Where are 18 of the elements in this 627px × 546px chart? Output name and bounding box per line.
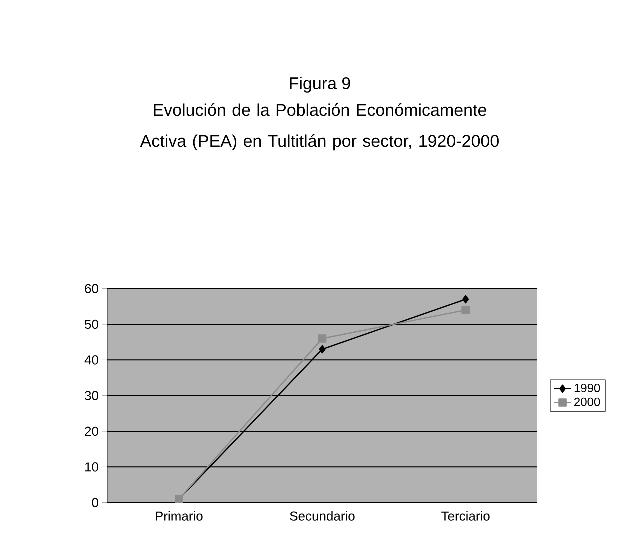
point <box>462 295 470 304</box>
chart-subtitle: Evolución de la Población Económicamente Activa (PEA) en Tultitlán por sector, 1920-2000 <box>140 104 499 151</box>
y-tick-label: 60 <box>85 284 98 294</box>
x-tick-label: Terciario <box>442 511 490 521</box>
x-tick-label: Primario <box>156 511 203 521</box>
y-tick-label: 30 <box>85 391 98 400</box>
point <box>319 345 326 354</box>
y-tick-label: 50 <box>85 320 98 330</box>
legend-label: 2000 <box>574 398 600 406</box>
point <box>462 306 470 314</box>
chart-title: Figura 9 <box>290 77 350 93</box>
y-tick-label: 20 <box>85 426 98 436</box>
y-tick-label: 10 <box>86 462 98 472</box>
legend-label: 1990 <box>574 384 600 392</box>
y-tick-label: 0 <box>92 498 98 508</box>
point <box>318 334 327 343</box>
x-tick-label: Secundario <box>290 511 355 521</box>
y-tick-label: 40 <box>84 356 98 365</box>
